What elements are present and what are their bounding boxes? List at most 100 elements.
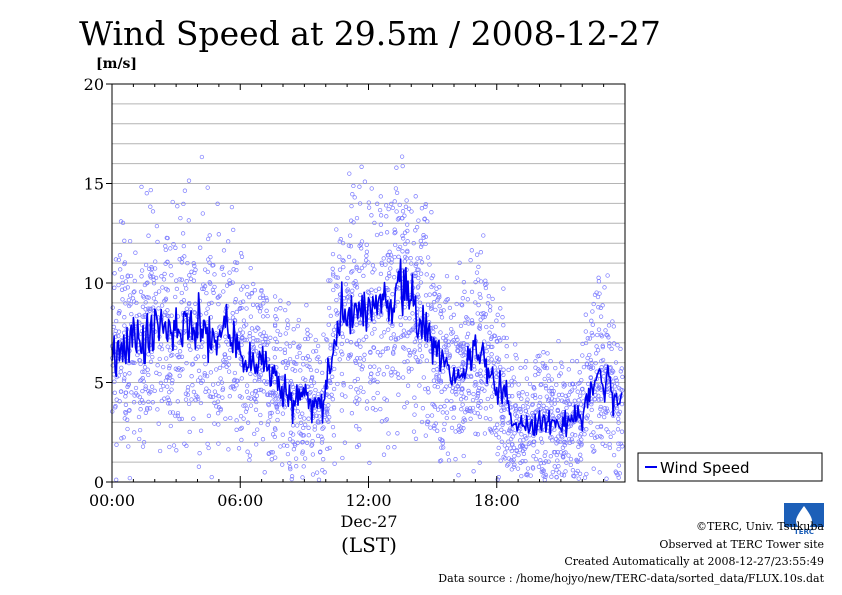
x-tick-label: 00:00 [89, 491, 135, 510]
scatter-point [216, 232, 221, 237]
scatter-point [174, 278, 179, 283]
scatter-point [290, 384, 296, 390]
scatter-point [324, 417, 330, 422]
scatter-point [362, 263, 367, 268]
scatter-point [465, 374, 471, 379]
scatter-point [146, 372, 151, 378]
svg-text:TERC: TERC [794, 528, 814, 535]
scatter-point [141, 440, 147, 445]
scatter-point [352, 258, 357, 263]
scatter-point [335, 275, 341, 280]
scatter-point [137, 312, 142, 318]
scatter-point [524, 400, 529, 405]
scatter-point [254, 393, 260, 398]
scatter-point [343, 282, 349, 287]
scatter-point [443, 337, 449, 343]
scatter-point [354, 282, 359, 287]
scatter-point [352, 195, 357, 200]
scatter-point [503, 450, 508, 455]
scatter-point [287, 356, 293, 362]
scatter-point [298, 368, 303, 373]
scatter-point [156, 306, 161, 311]
scatter-point [543, 459, 548, 464]
scatter-point [149, 384, 155, 389]
scatter-point [453, 389, 458, 395]
scatter-point [566, 367, 571, 372]
scatter-point [366, 200, 371, 205]
scatter-point [262, 379, 267, 384]
scatter-point [370, 263, 376, 268]
scatter-point [388, 266, 393, 271]
scatter-point [521, 451, 527, 456]
scatter-point [433, 307, 438, 313]
scatter-point [264, 295, 269, 301]
scatter-point [537, 400, 542, 406]
scatter-point [234, 378, 239, 383]
scatter-point [140, 388, 145, 394]
scatter-point [206, 301, 212, 306]
scatter-point [200, 286, 205, 291]
scatter-point [511, 375, 516, 380]
scatter-point [188, 347, 193, 352]
scatter-point [125, 285, 130, 290]
scatter-point [291, 327, 296, 332]
scatter-point [451, 406, 457, 411]
scatter-point [364, 406, 370, 411]
scatter-point [145, 406, 150, 411]
scatter-point [173, 294, 178, 300]
scatter-point [272, 323, 278, 329]
scatter-point [114, 442, 119, 447]
scatter-point [353, 358, 358, 364]
scatter-point [275, 401, 280, 406]
scatter-point [609, 370, 615, 376]
scatter-point [429, 210, 434, 215]
scatter-point [425, 255, 431, 260]
scatter-point [556, 464, 561, 469]
scatter-point [287, 465, 293, 470]
scatter-point [423, 204, 428, 209]
scatter-point [451, 415, 456, 420]
scatter-point [399, 154, 405, 159]
scatter-point [563, 440, 569, 445]
scatter-point [168, 423, 173, 429]
scatter-point [283, 331, 288, 336]
scatter-point [460, 296, 465, 301]
scatter-point [512, 462, 517, 467]
scatter-point [411, 241, 416, 246]
scatter-point [234, 427, 239, 432]
scatter-point [465, 316, 470, 321]
scatter-point [607, 445, 613, 451]
scatter-point [605, 408, 610, 414]
scatter-point [302, 416, 307, 421]
scatter-point [354, 322, 359, 327]
scatter-point [611, 324, 616, 329]
scatter-point [259, 289, 264, 294]
scatter-point [525, 404, 531, 410]
scatter-point [295, 323, 300, 329]
scatter-point [585, 336, 590, 341]
scatter-point [189, 269, 194, 274]
scatter-point [230, 385, 236, 390]
scatter-point [138, 289, 144, 294]
scatter-point [237, 306, 242, 312]
scatter-point [114, 318, 119, 324]
footer-copyright: ©TERC, Univ. Tsukuba [695, 520, 824, 533]
scatter-point [580, 341, 585, 347]
scatter-point [461, 416, 466, 421]
scatter-point [198, 375, 203, 380]
scatter-point [309, 443, 314, 448]
scatter-point [300, 475, 305, 480]
scatter-point [432, 292, 437, 297]
scatter-point [384, 214, 389, 219]
scatter-point [161, 383, 166, 389]
scatter-point [340, 352, 345, 357]
scatter-point [266, 402, 272, 408]
scatter-point [382, 330, 387, 335]
scatter-point [546, 397, 552, 402]
scatter-point [260, 437, 266, 442]
scatter-point [215, 411, 221, 416]
scatter-point [418, 244, 424, 249]
scatter-point [179, 300, 184, 305]
scatter-point [275, 417, 280, 423]
scatter-point [165, 344, 170, 349]
